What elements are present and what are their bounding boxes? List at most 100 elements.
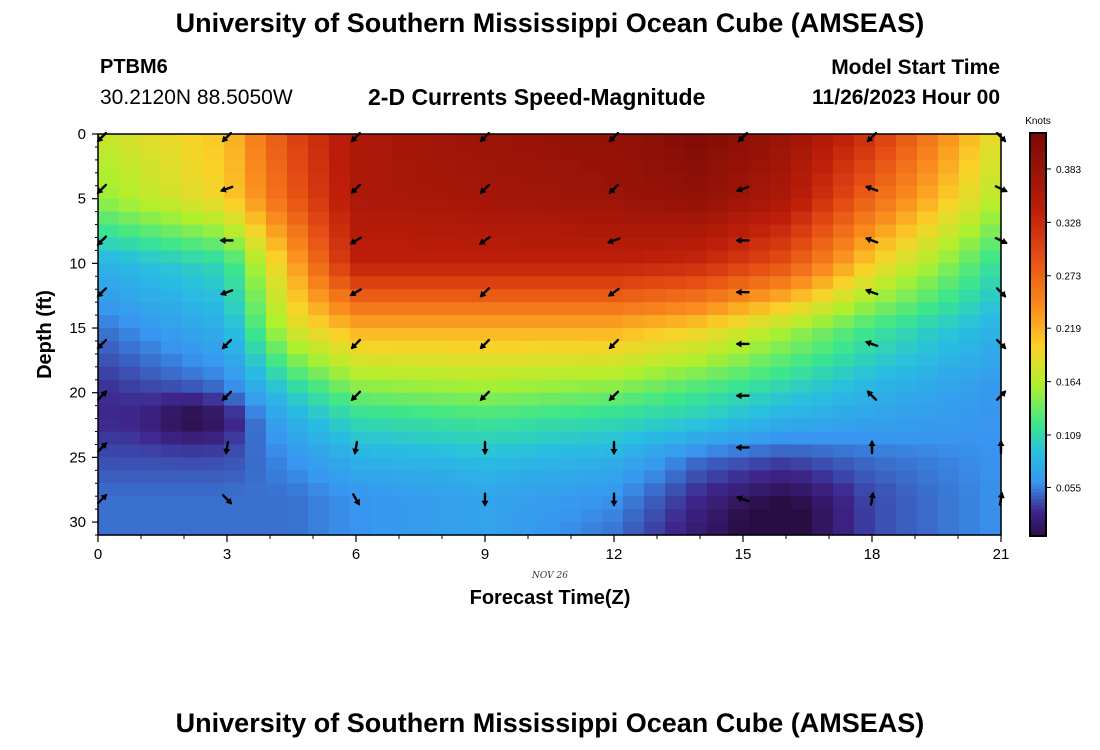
heatmap-cell <box>518 457 540 471</box>
heatmap-cell <box>518 366 540 381</box>
heatmap-cell <box>749 159 771 174</box>
heatmap-cell <box>245 289 267 303</box>
heatmap-cell <box>833 146 855 161</box>
heatmap-cell <box>749 302 771 316</box>
heatmap-cell <box>287 315 309 329</box>
heatmap-cell <box>791 457 813 471</box>
heatmap-cell <box>119 405 141 420</box>
heatmap-cell <box>602 263 624 277</box>
heatmap-cell <box>539 185 561 200</box>
heatmap-cell <box>539 289 561 303</box>
heatmap-cell <box>581 470 603 484</box>
heatmap-cell <box>854 198 876 213</box>
heatmap-cell <box>350 198 372 213</box>
heatmap-cell <box>728 405 750 420</box>
heatmap-cell <box>308 159 330 174</box>
heatmap-cell <box>392 198 414 213</box>
heatmap-cell <box>350 315 372 329</box>
current-arrow <box>221 390 233 402</box>
heatmap-cell <box>98 340 120 355</box>
heatmap-cell <box>182 172 204 187</box>
heatmap-cell <box>434 146 456 161</box>
heatmap-cell <box>917 237 939 252</box>
heatmap-cell <box>392 263 414 277</box>
heatmap-cell <box>350 159 372 174</box>
colorbar-segment <box>1030 418 1046 423</box>
heatmap-cell <box>980 522 1002 536</box>
heatmap-cell <box>602 431 624 446</box>
heatmap-cell <box>266 250 288 264</box>
heatmap-cell <box>329 444 351 458</box>
heatmap-cell <box>518 159 540 174</box>
heatmap-cell <box>623 237 645 252</box>
heatmap-cell <box>371 289 393 303</box>
heatmap-cell <box>518 496 540 510</box>
colorbar-tick-label: 0.383 <box>1056 165 1081 176</box>
heatmap-cell <box>812 340 834 355</box>
heatmap-cell <box>119 353 141 368</box>
heatmap-cell <box>98 392 120 407</box>
heatmap-cell <box>791 328 813 342</box>
heatmap-cell <box>875 146 897 161</box>
heatmap-cell <box>476 483 498 497</box>
heatmap-cell <box>245 444 267 458</box>
heatmap-cell <box>371 328 393 342</box>
heatmap-cell <box>140 185 162 200</box>
heatmap-cell <box>308 366 330 381</box>
colorbar-segment <box>1030 270 1046 275</box>
colorbar-segment <box>1030 522 1046 527</box>
heatmap-cell <box>119 224 141 239</box>
heatmap-cell <box>665 198 687 213</box>
heatmap-cell <box>497 263 519 277</box>
heatmap-cell <box>770 509 792 523</box>
heatmap-cell <box>392 496 414 510</box>
heatmap-cell <box>833 263 855 277</box>
heatmap-cell <box>791 172 813 187</box>
x-tick-label: 9 <box>481 546 489 563</box>
heatmap-cell <box>413 353 435 368</box>
heatmap-cell <box>224 146 246 161</box>
heatmap-cell <box>581 366 603 381</box>
heatmap-cell <box>644 328 666 342</box>
heatmap-cell <box>350 522 372 536</box>
current-arrow <box>96 131 108 143</box>
heatmap-cell <box>896 328 918 342</box>
heatmap-cell <box>476 379 498 394</box>
arrow-head <box>999 342 1007 350</box>
heatmap-cell <box>518 289 540 303</box>
heatmap-cell <box>182 250 204 264</box>
heatmap-cell <box>245 224 267 239</box>
heatmap-cell <box>917 496 939 510</box>
heatmap-cell <box>728 172 750 187</box>
heatmap-cell <box>329 198 351 213</box>
heatmap-cell <box>896 172 918 187</box>
heatmap-cell <box>539 172 561 187</box>
heatmap-cell <box>539 522 561 536</box>
heatmap-cell <box>266 392 288 407</box>
heatmap-cell <box>329 315 351 329</box>
heatmap-cell <box>203 250 225 264</box>
heatmap-cell <box>644 250 666 264</box>
heatmap-cell <box>434 483 456 497</box>
heatmap-cell <box>917 198 939 213</box>
heatmap-cell <box>497 366 519 381</box>
heatmap-cell <box>644 431 666 446</box>
heatmap-cell <box>917 134 939 148</box>
current-arrow <box>735 443 750 451</box>
heatmap-cell <box>791 315 813 329</box>
heatmap-cell <box>938 302 960 316</box>
heatmap-cell <box>980 340 1002 355</box>
heatmap-cell <box>182 405 204 420</box>
heatmap-cell <box>560 431 582 446</box>
heatmap-cell <box>770 444 792 458</box>
heatmap-cell <box>371 263 393 277</box>
heatmap-cell <box>749 418 771 433</box>
heatmap-cell <box>917 431 939 446</box>
heatmap-cell <box>812 379 834 394</box>
heatmap-cell <box>518 405 540 420</box>
colorbar-segment <box>1030 391 1046 396</box>
heatmap-cell <box>665 418 687 433</box>
heatmap-cell <box>938 198 960 213</box>
heatmap-cell <box>518 340 540 355</box>
x-tick-label: 12 <box>606 546 623 563</box>
